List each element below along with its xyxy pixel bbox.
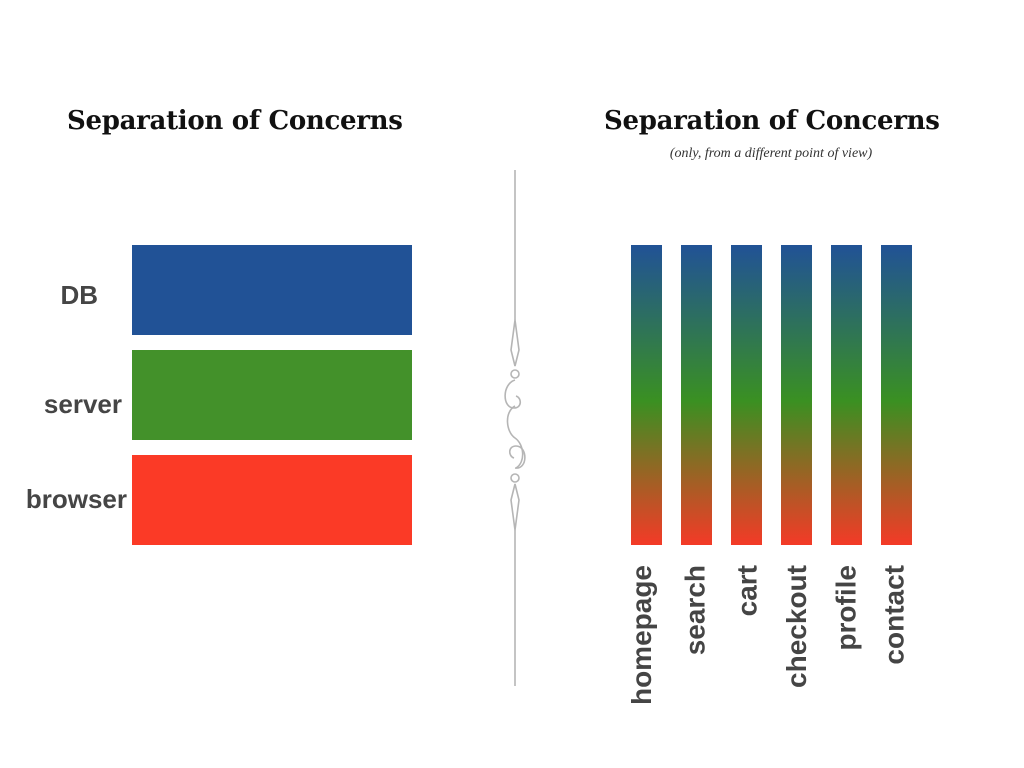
column-label-search: search	[679, 565, 710, 656]
layer-bar-server	[132, 350, 412, 440]
left-title: Separation of Concerns	[67, 106, 403, 136]
column-bar-contact	[881, 245, 912, 545]
layer-label-server: server	[43, 389, 122, 419]
column-label-checkout: checkout	[781, 565, 812, 688]
column-label-contact: contact	[879, 565, 910, 665]
column-label-profile: profile	[831, 565, 862, 651]
right-subtitle: (only, from a different point of view)	[669, 146, 873, 161]
column-bar-checkout	[781, 245, 812, 545]
ornamental-divider	[504, 170, 526, 686]
right-title: Separation of Concerns	[604, 106, 940, 136]
column-label-cart: cart	[731, 565, 762, 617]
column-bar-search	[681, 245, 712, 545]
column-bar-profile	[831, 245, 862, 545]
column-bar-cart	[731, 245, 762, 545]
column-bar-homepage	[631, 245, 662, 545]
column-label-homepage: homepage	[626, 565, 657, 706]
layer-label-browser: browser	[25, 484, 127, 514]
layer-bar-db	[132, 245, 412, 335]
layer-label-db: DB	[60, 280, 98, 310]
layer-bar-browser	[132, 455, 412, 545]
